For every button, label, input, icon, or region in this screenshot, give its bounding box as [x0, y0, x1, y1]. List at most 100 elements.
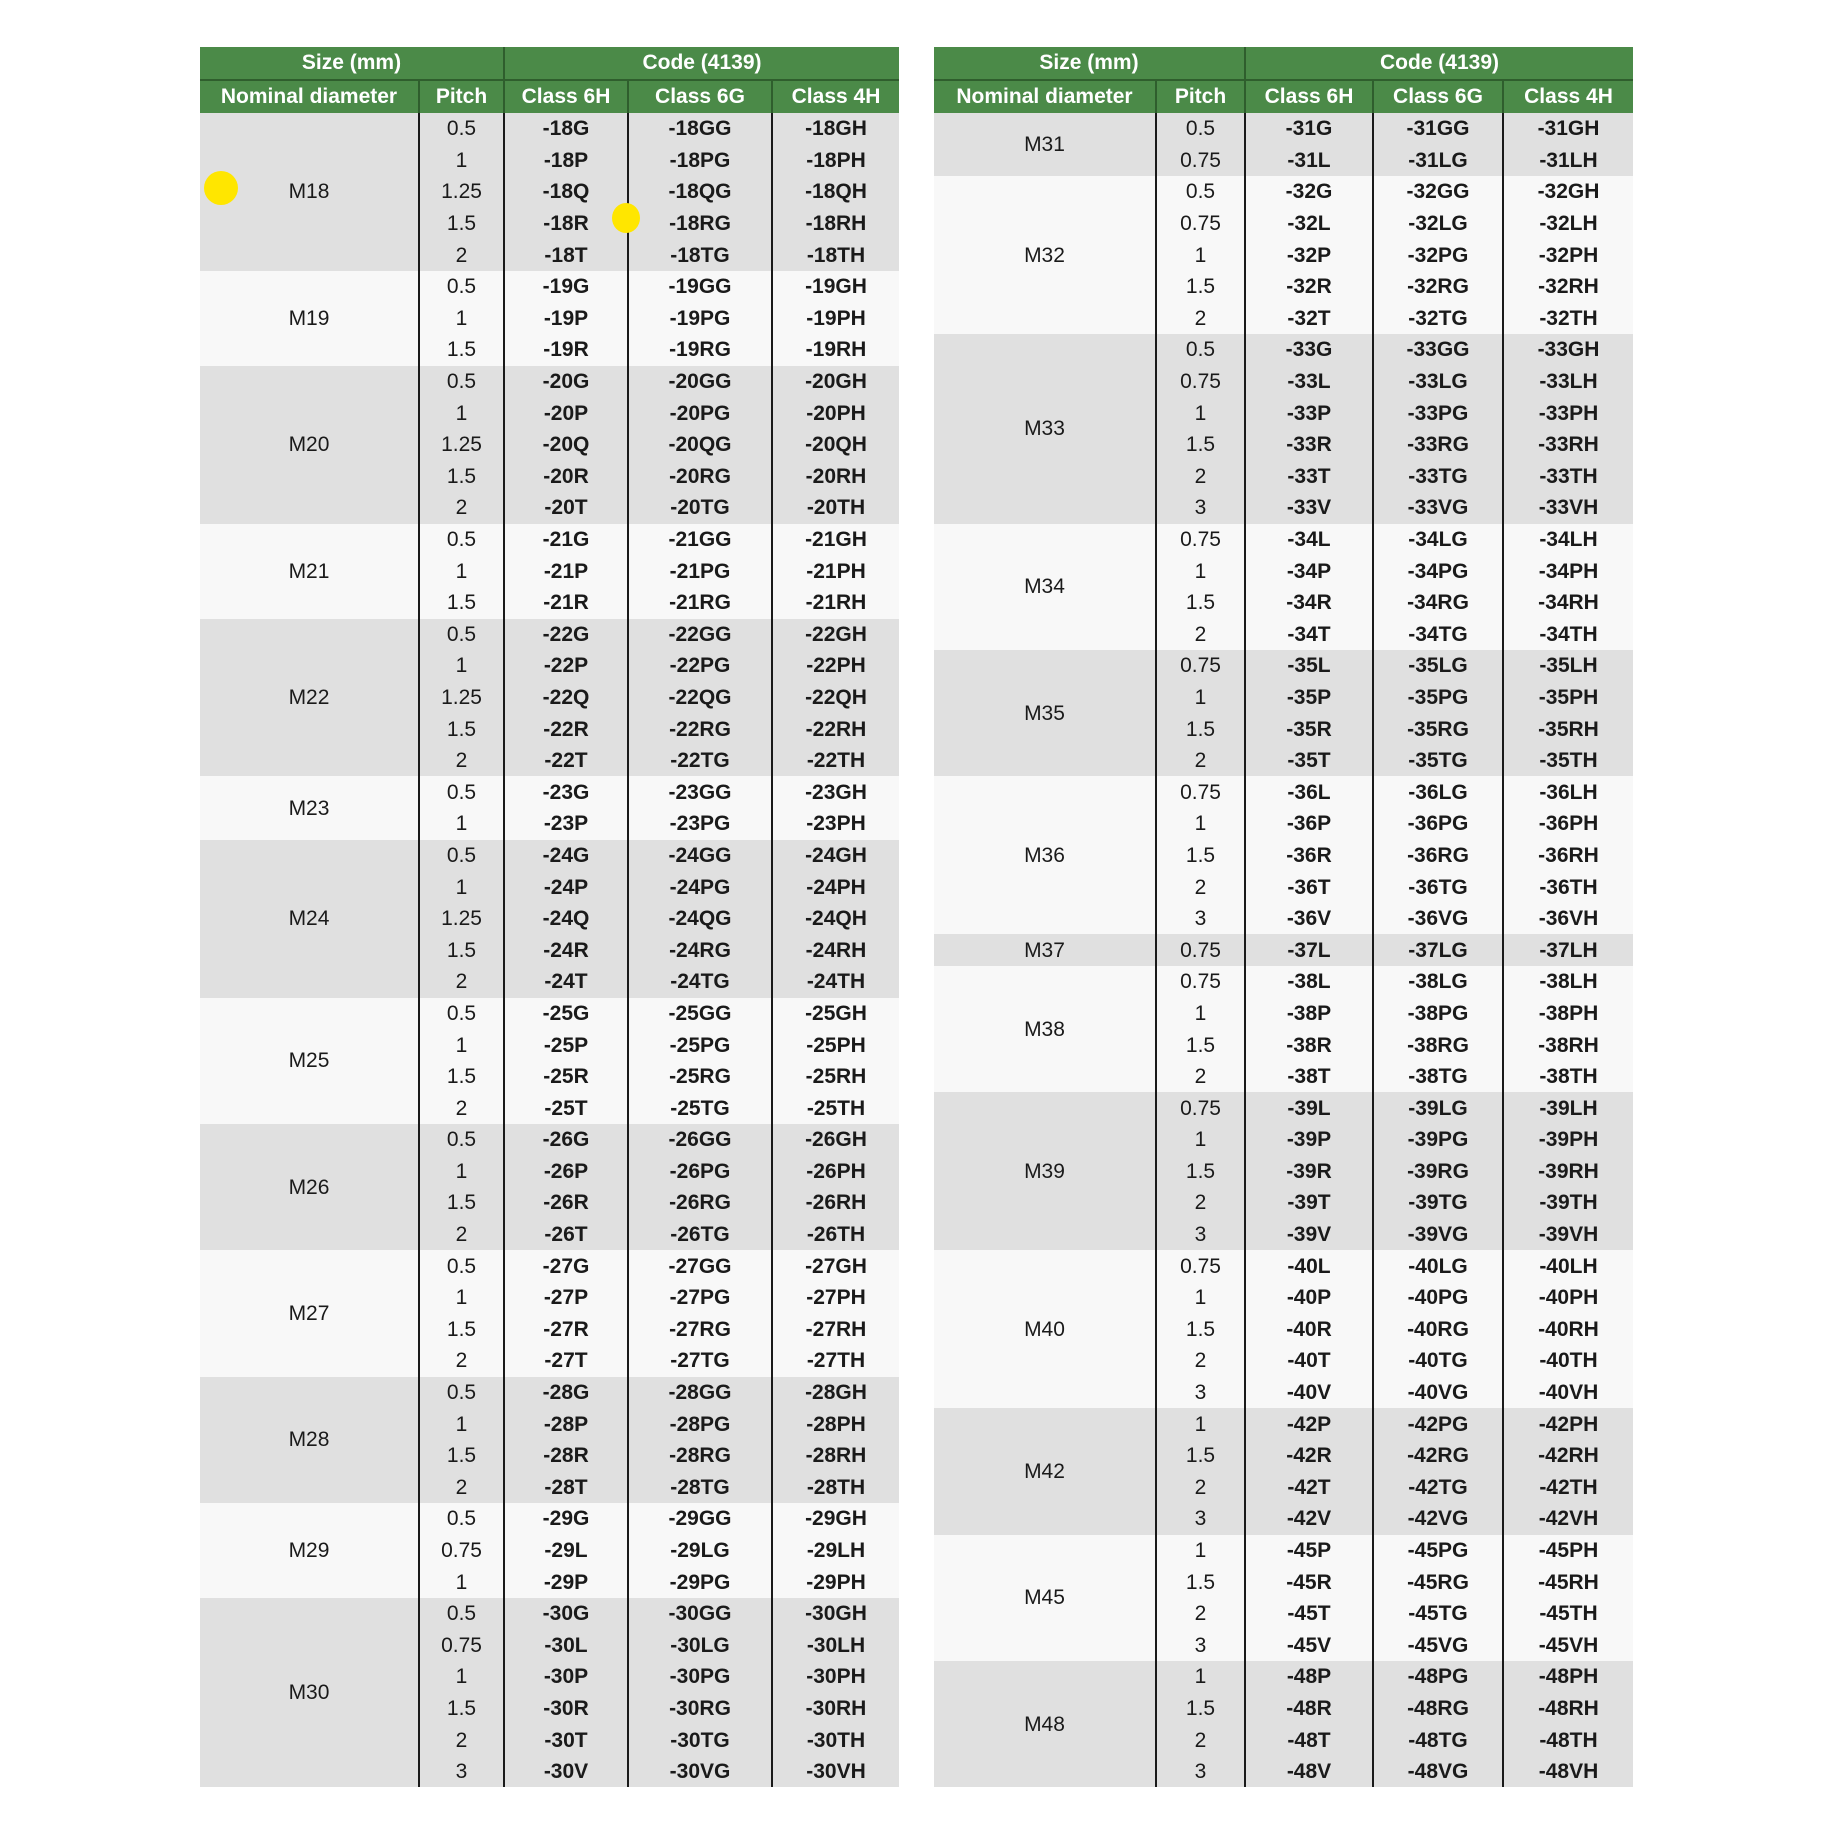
class-4h-cell: -21PH — [771, 555, 899, 587]
table-row: M30 0.5 -30G -30GG -30GH — [200, 1597, 899, 1788]
pitch-cell: 2 — [418, 1724, 504, 1756]
class-6g-cell: -25PG — [627, 1029, 772, 1061]
nominal-diameter-cell: M34 — [934, 523, 1156, 651]
class-6g-cell: -18PG — [627, 144, 772, 177]
class-6g-cell: -18TG — [627, 239, 772, 271]
header-size: Size (mm) — [934, 47, 1245, 81]
class-6h-cell: -34P — [1244, 555, 1373, 587]
table-row: 1 -26P -26PG -26PH — [200, 1155, 899, 1188]
pitch-cell: 2 — [418, 492, 504, 524]
table-row: M33 0.5 -33G -33GG -33GH — [934, 334, 1633, 524]
class-6g-cell: -36VG — [1372, 902, 1503, 935]
class-4h-cell: -42RH — [1502, 1439, 1633, 1472]
table-row: M18 0.5 -18G -18GG -18GH — [200, 113, 899, 271]
class-6h-cell: -19R — [503, 334, 628, 366]
pitch-cell: 1 — [418, 397, 504, 429]
nominal-diameter-cell: M21 — [200, 523, 419, 619]
class-6h-cell: -22T — [503, 744, 628, 777]
table-row: 1.5 -22R -22RG -22RH — [200, 713, 899, 745]
pitch-cell: 1 — [1155, 1661, 1245, 1693]
class-4h-cell: -33GH — [1502, 334, 1633, 366]
class-4h-cell: -35PH — [1502, 681, 1633, 714]
class-6g-cell: -42VG — [1372, 1503, 1503, 1535]
class-4h-cell: -22PH — [771, 650, 899, 682]
class-4h-cell: -18PH — [771, 144, 899, 177]
pitch-cell: 1 — [1155, 808, 1245, 840]
class-4h-cell: -33LH — [1502, 365, 1633, 398]
class-6g-cell: -26PG — [627, 1155, 772, 1188]
nominal-diameter-cell: M42 — [934, 1408, 1156, 1535]
class-6g-cell: -30TG — [627, 1724, 772, 1756]
table-row: 1 -29P -29PG -29PH — [200, 1566, 899, 1598]
class-4h-cell: -37LH — [1502, 934, 1633, 967]
table-row: 1.5 -21R -21RG -21RH — [200, 586, 899, 619]
thread-code-table-right: Size (mm) Code (4139) Nominal diameter P… — [934, 47, 1633, 1788]
class-6h-cell: -28G — [503, 1376, 628, 1409]
class-4h-cell: -28GH — [771, 1376, 899, 1409]
class-4h-cell: -24RH — [771, 934, 899, 967]
class-6g-cell: -34TG — [1372, 618, 1503, 651]
nominal-diameter-cell: M30 — [200, 1597, 419, 1788]
class-4h-cell: -28TH — [771, 1471, 899, 1504]
table-row: M28 0.5 -28G -28GG -28GH — [200, 1376, 899, 1504]
class-6h-cell: -48P — [1244, 1661, 1373, 1693]
class-6h-cell: -31G — [1244, 113, 1373, 145]
nominal-diameter-cell: M35 — [934, 650, 1156, 777]
table-row: M38 0.75 -38L -38LG -38LH — [934, 966, 1633, 1093]
class-6g-cell: -29GG — [627, 1503, 772, 1535]
pitch-cell: 1 — [418, 302, 504, 335]
pitch-cell: 1.25 — [418, 681, 504, 714]
class-4h-cell: -38LH — [1502, 966, 1633, 998]
table-row: 1.5 -48R -48RG -48RH — [934, 1692, 1633, 1725]
pitch-cell: 0.75 — [418, 1629, 504, 1662]
class-6h-cell: -20R — [503, 460, 628, 493]
table-row: 1 -33P -33PG -33PH — [934, 397, 1633, 429]
pitch-cell: 1.5 — [1155, 586, 1245, 619]
class-4h-cell: -36LH — [1502, 776, 1633, 809]
nominal-diameter-cell: M45 — [934, 1534, 1156, 1662]
class-4h-cell: -36PH — [1502, 808, 1633, 840]
class-4h-cell: -29LH — [771, 1534, 899, 1567]
class-6g-cell: -33GG — [1372, 334, 1503, 366]
class-6h-cell: -39P — [1244, 1124, 1373, 1156]
class-6h-cell: -40R — [1244, 1313, 1373, 1346]
class-4h-cell: -25PH — [771, 1029, 899, 1061]
class-4h-cell: -42TH — [1502, 1471, 1633, 1504]
pitch-cell: 1.5 — [418, 207, 504, 240]
pitch-cell: 1 — [418, 144, 504, 177]
class-4h-cell: -42PH — [1502, 1408, 1633, 1440]
class-6h-cell: -34R — [1244, 586, 1373, 619]
pitch-cell: 2 — [1155, 1060, 1245, 1093]
class-6h-cell: -39V — [1244, 1218, 1373, 1251]
class-6g-cell: -39RG — [1372, 1155, 1503, 1188]
class-6h-cell: -35P — [1244, 681, 1373, 714]
nominal-diameter-cell: M22 — [200, 618, 419, 777]
class-6h-cell: -33P — [1244, 397, 1373, 429]
table-row: 3 -30V -30VG -30VH — [200, 1755, 899, 1788]
class-6h-cell: -20Q — [503, 428, 628, 461]
class-4h-cell: -42VH — [1502, 1503, 1633, 1535]
table-row: M48 1 -48P -48PG -48PH — [934, 1661, 1633, 1788]
nominal-diameter-cell: M26 — [200, 1124, 419, 1251]
class-4h-cell: -25GH — [771, 997, 899, 1030]
pitch-cell: 0.5 — [1155, 113, 1245, 145]
class-6g-cell: -27RG — [627, 1313, 772, 1346]
class-6h-cell: -28T — [503, 1471, 628, 1504]
class-6g-cell: -40LG — [1372, 1250, 1503, 1282]
class-6h-cell: -38R — [1244, 1029, 1373, 1061]
class-4h-cell: -39TH — [1502, 1187, 1633, 1219]
class-6g-cell: -40PG — [1372, 1281, 1503, 1314]
class-4h-cell: -31LH — [1502, 144, 1633, 177]
yellow-marker-dot — [612, 203, 640, 233]
class-6h-cell: -20P — [503, 397, 628, 429]
class-6g-cell: -32GG — [1372, 176, 1503, 208]
class-6h-cell: -21G — [503, 523, 628, 556]
pitch-cell: 1.25 — [418, 902, 504, 935]
pitch-cell: 1 — [1155, 1281, 1245, 1314]
table-row: M20 0.5 -20G -20GG -20GH — [200, 365, 899, 524]
header-nominal-diameter: Nominal diameter — [934, 80, 1156, 113]
class-6h-cell: -40V — [1244, 1376, 1373, 1409]
thread-code-table-left: Size (mm) Code (4139) Nominal diameter P… — [200, 47, 899, 1788]
class-6g-cell: -38LG — [1372, 966, 1503, 998]
pitch-cell: 1.5 — [1155, 713, 1245, 745]
